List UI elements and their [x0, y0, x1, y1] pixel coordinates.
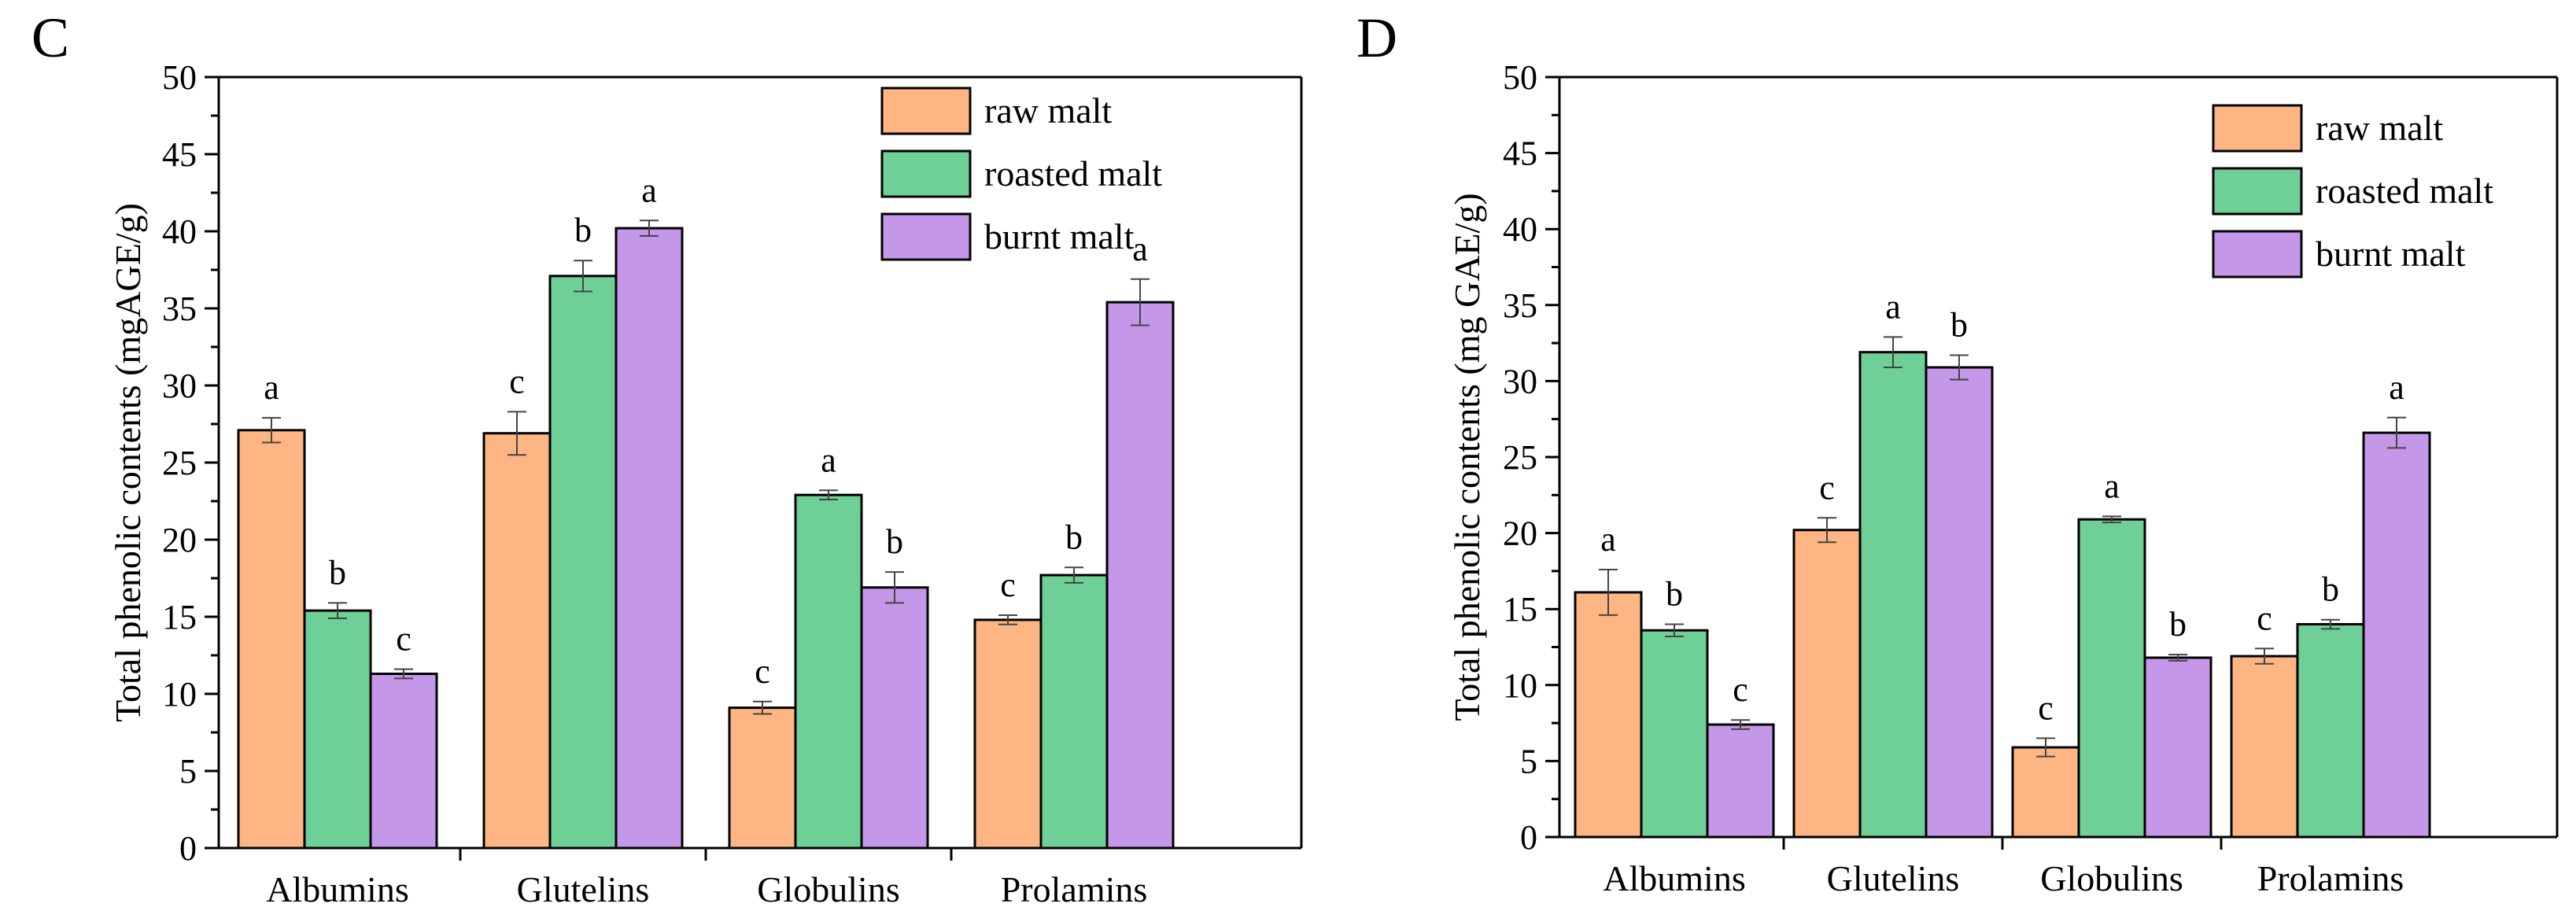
panel-d-chart: Da b c Albumins c a b Glutelins c a b Globulins c b a P…: [1356, 6, 2559, 898]
x-tick-label: Albumins: [266, 869, 408, 909]
significance-letter: c: [396, 620, 411, 658]
legend-label: burnt malt: [984, 216, 1135, 256]
y-axis-label: Total phenolic contents (mgAGE/g): [108, 203, 148, 722]
legend-label: raw malt: [984, 90, 1112, 131]
significance-letter: a: [2389, 368, 2404, 407]
y-tick-label: 30: [162, 367, 197, 405]
y-tick-label: 5: [1520, 742, 1537, 780]
legend-swatch-raw-malt: [880, 87, 972, 135]
bar-glutelins-roasted-malt: [1858, 351, 1928, 839]
panel-label: D: [1356, 6, 1397, 69]
y-tick-label: 15: [162, 598, 197, 636]
significance-letter: c: [755, 652, 770, 691]
bar-glutelins-raw-malt: [1792, 529, 1862, 839]
bar-prolamins-roasted-malt: [1039, 573, 1109, 850]
significance-letter: c: [2257, 599, 2272, 637]
bar-globulins-roasted-malt: [794, 493, 863, 850]
y-tick-label: 20: [1503, 514, 1537, 553]
x-tick-label: Prolamins: [2257, 858, 2404, 898]
y-tick-label: 45: [1503, 135, 1537, 173]
legend-swatch-roasted-malt: [880, 149, 972, 198]
significance-letter: a: [641, 171, 657, 209]
bar-albumins-raw-malt: [1574, 591, 1643, 839]
legend-label: burnt malt: [2316, 234, 2466, 274]
y-tick-label: 0: [179, 829, 197, 868]
significance-letter: b: [886, 522, 903, 561]
significance-letter: a: [1132, 230, 1148, 268]
y-tick-label: 30: [1503, 362, 1537, 400]
bar-prolamins-burnt-malt: [2362, 431, 2431, 839]
bar-globulins-burnt-malt: [2143, 656, 2212, 839]
significance-letter: c: [2038, 688, 2054, 727]
panel-label: C: [31, 6, 69, 69]
bar-albumins-burnt-malt: [369, 673, 438, 850]
x-tick-label: Glutelins: [1827, 858, 1960, 898]
bar-globulins-raw-malt: [728, 706, 797, 850]
significance-letter: b: [329, 553, 346, 592]
x-tick-label: Prolamins: [1001, 869, 1148, 909]
significance-letter: b: [2322, 570, 2339, 609]
bar-glutelins-roasted-malt: [548, 275, 618, 850]
significance-letter: b: [574, 211, 592, 249]
significance-letter: a: [2104, 467, 2120, 505]
significance-letter: c: [1819, 468, 1835, 507]
x-tick-label: Globulins: [2040, 858, 2183, 898]
y-tick-label: 40: [1503, 210, 1537, 249]
bar-glutelins-burnt-malt: [1925, 366, 1994, 839]
y-tick-label: 35: [1503, 286, 1537, 325]
y-tick-label: 10: [1503, 666, 1537, 705]
significance-letter: b: [1666, 575, 1683, 614]
legend-label: roasted malt: [2316, 171, 2493, 211]
y-tick-label: 40: [162, 212, 197, 251]
bar-glutelins-burnt-malt: [614, 227, 684, 850]
y-tick-label: 50: [162, 58, 197, 97]
significance-letter: a: [1885, 287, 1901, 326]
significance-letter: a: [1600, 520, 1616, 559]
bar-prolamins-raw-malt: [973, 618, 1043, 850]
y-tick-label: 25: [162, 444, 197, 482]
bar-glutelins-raw-malt: [482, 432, 552, 850]
y-axis-label: Total phenolic contents (mg GAE/g): [1447, 193, 1487, 721]
legend-label: raw malt: [2316, 108, 2443, 148]
y-tick-label: 0: [1520, 818, 1537, 857]
panel-c-chart: Ca b c Albumins c b a Glutelins c a b Globulins c b a P…: [31, 6, 1303, 909]
y-tick-label: 15: [1503, 590, 1537, 629]
significance-letter: b: [2169, 605, 2187, 644]
legend-swatch-roasted-malt: [2212, 167, 2303, 216]
legend-swatch-raw-malt: [2212, 104, 2303, 153]
legend-swatch-burnt-malt: [2212, 230, 2303, 278]
significance-letter: b: [1065, 518, 1083, 556]
x-tick-label: Globulins: [757, 869, 899, 909]
significance-letter: b: [1950, 306, 1968, 345]
bar-albumins-roasted-malt: [303, 609, 372, 850]
significance-letter: c: [509, 362, 525, 400]
bar-albumins-burnt-malt: [1706, 723, 1775, 839]
legend-swatch-burnt-malt: [880, 212, 972, 261]
x-tick-label: Albumins: [1603, 858, 1745, 898]
significance-letter: a: [264, 368, 279, 407]
x-tick-label: Glutelins: [517, 869, 650, 909]
bar-globulins-raw-malt: [2011, 746, 2080, 839]
legend-label: roasted malt: [984, 153, 1162, 194]
bar-albumins-raw-malt: [237, 429, 306, 850]
bar-prolamins-roasted-malt: [2296, 623, 2365, 839]
y-tick-label: 35: [162, 290, 197, 328]
y-tick-label: 25: [1503, 438, 1537, 477]
significance-letter: c: [1000, 566, 1016, 604]
y-tick-label: 20: [162, 521, 197, 559]
y-tick-label: 5: [179, 752, 197, 791]
y-tick-label: 10: [162, 675, 197, 714]
bar-albumins-roasted-malt: [1640, 629, 1709, 839]
y-tick-label: 45: [162, 135, 197, 174]
y-tick-label: 50: [1503, 58, 1537, 97]
significance-letter: a: [821, 441, 836, 479]
bar-prolamins-raw-malt: [2230, 655, 2299, 839]
bar-globulins-burnt-malt: [860, 586, 929, 850]
bar-globulins-roasted-malt: [2077, 518, 2146, 839]
bar-prolamins-burnt-malt: [1105, 301, 1175, 850]
significance-letter: c: [1733, 670, 1748, 709]
